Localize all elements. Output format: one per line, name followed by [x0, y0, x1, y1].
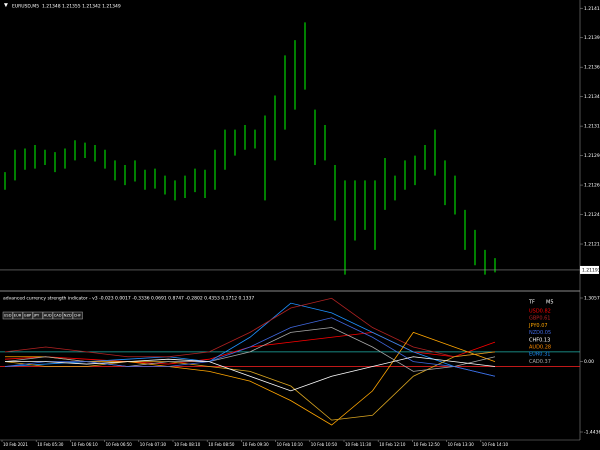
currency-button-label: AUD: [44, 314, 52, 318]
time-label: 10 Feb 2021: [3, 442, 28, 447]
currency-button-label: GBP: [24, 314, 32, 318]
price-tick-label: 1.21340: [584, 94, 600, 100]
currency-button-label: EUR: [14, 314, 22, 318]
currency-button-label: JPY: [33, 314, 40, 318]
time-label: 10 Feb 11:30: [345, 442, 372, 447]
legend-entry: AUD0.28: [529, 345, 551, 351]
legend-entry: NZD0.05: [529, 330, 551, 336]
legend-timeframe: M5: [546, 300, 554, 306]
time-label: 10 Feb 13:30: [448, 442, 475, 447]
currency-button-label: CHF: [74, 314, 81, 318]
time-label: 10 Feb 08:50: [208, 442, 235, 447]
time-label: 10 Feb 06:10: [71, 442, 98, 447]
currency-button[interactable]: [62, 311, 73, 320]
time-label: 10 Feb 06:50: [106, 442, 133, 447]
currency-button[interactable]: [12, 311, 23, 320]
currency-button[interactable]: [72, 311, 83, 320]
price-tick-label: 1.21390: [584, 35, 600, 41]
indicator-tick-label: 1.3057: [584, 296, 600, 302]
legend-entry: CAD0.37: [529, 359, 551, 365]
strength-line: [4, 297, 496, 358]
header-symbol: EURUSD,M5: [12, 4, 39, 10]
price-tick-label: 1.21215: [584, 242, 600, 248]
currency-button-label: USD: [4, 314, 12, 318]
time-label: 10 Feb 10:50: [311, 442, 338, 447]
legend-entry: CHF0.13: [529, 337, 550, 343]
time-label: 10 Feb 14:10: [482, 442, 509, 447]
strength-line: [5, 356, 496, 392]
legend-entry: USD0.82: [529, 309, 551, 315]
currency-button[interactable]: [2, 311, 13, 320]
currency-button[interactable]: [42, 311, 53, 320]
price-tick-label: 1.21265: [584, 183, 600, 189]
time-label: 10 Feb 12:10: [379, 442, 406, 447]
time-label: 10 Feb 05:30: [37, 442, 64, 447]
indicator-tick-label: -1.4436: [584, 430, 600, 436]
time-label: 10 Feb 08:10: [174, 442, 201, 447]
legend-entry: JPY0.07: [528, 323, 548, 329]
time-label: 10 Feb 07:30: [140, 442, 167, 447]
currency-button[interactable]: [22, 311, 33, 320]
currency-button-label: CAD: [54, 314, 62, 318]
price-tick-label: 1.21365: [584, 65, 600, 71]
strength-line: [4, 317, 496, 377]
price-tick-label: 1.21240: [584, 212, 600, 218]
header-arrow: ▼: [4, 3, 8, 9]
price-tick-label: 1.21315: [584, 124, 600, 130]
legend-entry: EUR0.31: [529, 352, 550, 358]
indicator-title: advanced currency strength indicator - v…: [3, 296, 254, 302]
legend-entry: GBP0.61: [529, 316, 550, 322]
current-price-label: 1.21193: [582, 267, 600, 273]
strength-line: [4, 351, 496, 421]
time-label: 10 Feb 09:30: [242, 442, 269, 447]
price-tick-label: 1.21290: [584, 153, 600, 159]
currency-button[interactable]: [52, 311, 63, 320]
current-price-box: [580, 265, 599, 274]
currency-button[interactable]: [32, 311, 43, 320]
time-label: 10 Feb 10:10: [277, 442, 304, 447]
legend-title: TF: [528, 300, 535, 306]
time-label: 10 Feb 12:50: [413, 442, 440, 447]
price-tick-label: 1.21415: [584, 6, 600, 12]
indicator-tick-label: 0.00: [584, 359, 594, 365]
header-quote: 1.21348 1.21355 1.21342 1.21349: [42, 4, 121, 10]
currency-button-label: NZD: [64, 314, 72, 318]
